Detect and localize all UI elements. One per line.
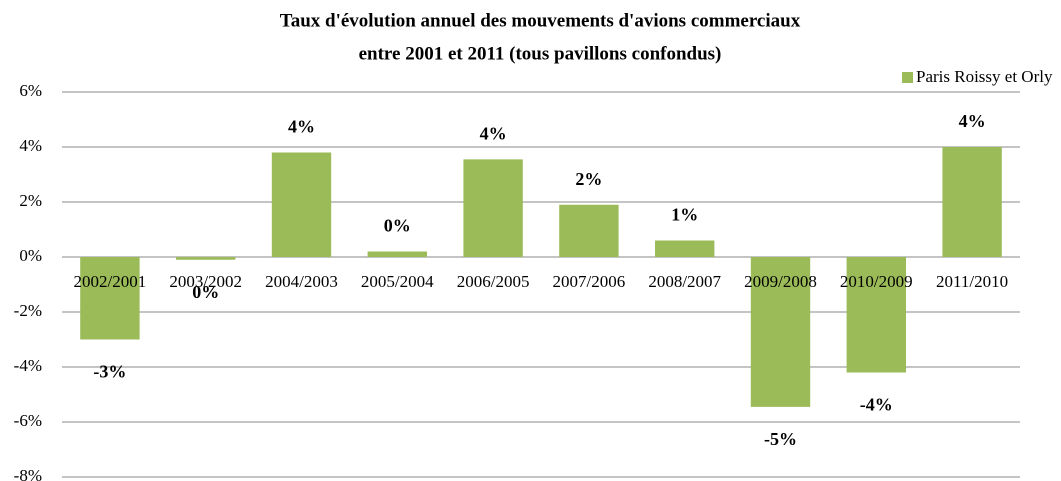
x-tick-label: 2009/2008 (744, 272, 817, 291)
x-tick-label: 2002/2001 (74, 272, 147, 291)
chart-title: Taux d'évolution annuel des mouvements d… (280, 10, 801, 31)
x-tick-label: 2011/2010 (936, 272, 1008, 291)
x-tick-label: 2010/2009 (840, 272, 913, 291)
bar (942, 147, 1002, 257)
y-tick-label: -8% (14, 466, 42, 481)
bar (367, 251, 427, 257)
bar (655, 240, 715, 257)
y-tick-label: 6% (19, 81, 42, 100)
x-tick-label: 2006/2005 (457, 272, 530, 291)
value-label: 2% (575, 169, 602, 189)
x-tick-label: 2004/2003 (265, 272, 338, 291)
y-tick-label: 4% (19, 136, 42, 155)
value-label: -4% (860, 395, 893, 415)
value-label: 0% (384, 216, 411, 236)
bar (559, 204, 619, 257)
chart-title: entre 2001 et 2011 (tous pavillons confo… (359, 43, 722, 64)
legend-swatch (902, 72, 913, 83)
value-label: -5% (764, 429, 797, 449)
x-tick-label: 2003/2002 (169, 272, 242, 291)
bar (463, 159, 523, 257)
y-tick-label: 2% (19, 191, 42, 210)
x-tick-label: 2005/2004 (361, 272, 434, 291)
bar (846, 257, 906, 373)
value-label: 4% (480, 124, 507, 144)
y-tick-label: -6% (14, 411, 42, 430)
value-label: 0% (192, 282, 219, 302)
bar (271, 152, 332, 257)
x-tick-label: 2008/2007 (648, 272, 721, 291)
value-label: 4% (288, 117, 315, 137)
bar (80, 257, 140, 340)
value-label: 1% (671, 205, 698, 225)
y-tick-label: -4% (14, 356, 42, 375)
bar (750, 257, 811, 407)
legend-label: Paris Roissy et Orly (916, 67, 1053, 86)
bar (176, 257, 236, 260)
value-label: -3% (93, 362, 126, 382)
x-tick-label: 2007/2006 (553, 272, 626, 291)
y-tick-label: 0% (19, 246, 42, 265)
value-label: 4% (959, 111, 986, 131)
y-tick-label: -2% (14, 301, 42, 320)
